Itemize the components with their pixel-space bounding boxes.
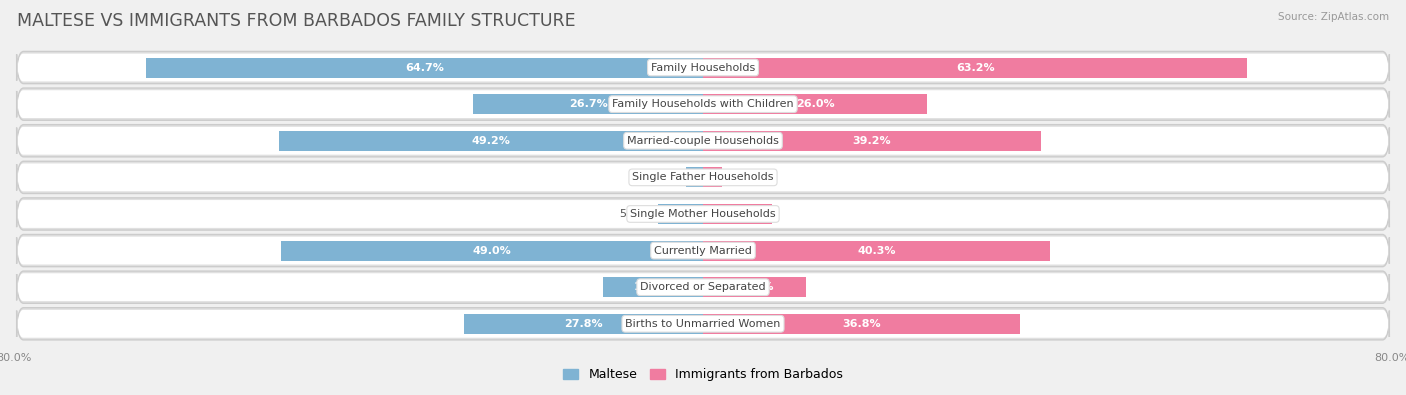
Text: Divorced or Separated: Divorced or Separated: [640, 282, 766, 292]
Text: Family Households: Family Households: [651, 62, 755, 73]
FancyBboxPatch shape: [17, 200, 1389, 228]
Text: 49.2%: 49.2%: [472, 136, 510, 146]
FancyBboxPatch shape: [464, 314, 703, 334]
Text: Married-couple Households: Married-couple Households: [627, 136, 779, 146]
FancyBboxPatch shape: [17, 164, 1389, 191]
Text: 11.6%: 11.6%: [634, 282, 672, 292]
FancyBboxPatch shape: [703, 131, 1040, 151]
FancyBboxPatch shape: [703, 94, 927, 114]
FancyBboxPatch shape: [17, 51, 1389, 84]
Text: 64.7%: 64.7%: [405, 62, 444, 73]
FancyBboxPatch shape: [281, 241, 703, 261]
FancyBboxPatch shape: [703, 277, 807, 297]
FancyBboxPatch shape: [472, 94, 703, 114]
FancyBboxPatch shape: [17, 271, 1389, 303]
FancyBboxPatch shape: [17, 54, 1389, 81]
Text: 40.3%: 40.3%: [858, 246, 896, 256]
Text: Single Mother Households: Single Mother Households: [630, 209, 776, 219]
FancyBboxPatch shape: [17, 127, 1389, 155]
Text: 5.2%: 5.2%: [620, 209, 648, 219]
FancyBboxPatch shape: [17, 235, 1389, 267]
Legend: Maltese, Immigrants from Barbados: Maltese, Immigrants from Barbados: [558, 363, 848, 386]
Text: 27.8%: 27.8%: [564, 319, 603, 329]
FancyBboxPatch shape: [17, 308, 1389, 340]
Text: Births to Unmarried Women: Births to Unmarried Women: [626, 319, 780, 329]
Text: 63.2%: 63.2%: [956, 62, 994, 73]
FancyBboxPatch shape: [17, 198, 1389, 230]
FancyBboxPatch shape: [17, 273, 1389, 301]
FancyBboxPatch shape: [703, 314, 1019, 334]
FancyBboxPatch shape: [703, 204, 772, 224]
Text: Source: ZipAtlas.com: Source: ZipAtlas.com: [1278, 12, 1389, 22]
FancyBboxPatch shape: [17, 90, 1389, 118]
FancyBboxPatch shape: [658, 204, 703, 224]
Text: MALTESE VS IMMIGRANTS FROM BARBADOS FAMILY STRUCTURE: MALTESE VS IMMIGRANTS FROM BARBADOS FAMI…: [17, 12, 575, 30]
Text: 26.0%: 26.0%: [796, 99, 834, 109]
Text: 26.7%: 26.7%: [568, 99, 607, 109]
FancyBboxPatch shape: [603, 277, 703, 297]
FancyBboxPatch shape: [686, 167, 703, 187]
FancyBboxPatch shape: [146, 58, 703, 77]
Text: Currently Married: Currently Married: [654, 246, 752, 256]
FancyBboxPatch shape: [17, 161, 1389, 194]
Text: 8.0%: 8.0%: [723, 209, 752, 219]
FancyBboxPatch shape: [17, 237, 1389, 265]
FancyBboxPatch shape: [17, 310, 1389, 338]
Text: Single Father Households: Single Father Households: [633, 172, 773, 182]
FancyBboxPatch shape: [17, 88, 1389, 120]
FancyBboxPatch shape: [703, 241, 1050, 261]
FancyBboxPatch shape: [280, 131, 703, 151]
Text: Family Households with Children: Family Households with Children: [612, 99, 794, 109]
Text: 12.0%: 12.0%: [735, 282, 773, 292]
Text: 36.8%: 36.8%: [842, 319, 880, 329]
FancyBboxPatch shape: [703, 167, 721, 187]
Text: 2.0%: 2.0%: [647, 172, 675, 182]
Text: 49.0%: 49.0%: [472, 246, 512, 256]
FancyBboxPatch shape: [17, 125, 1389, 157]
Text: 2.2%: 2.2%: [733, 172, 761, 182]
FancyBboxPatch shape: [703, 58, 1247, 77]
Text: 39.2%: 39.2%: [852, 136, 891, 146]
